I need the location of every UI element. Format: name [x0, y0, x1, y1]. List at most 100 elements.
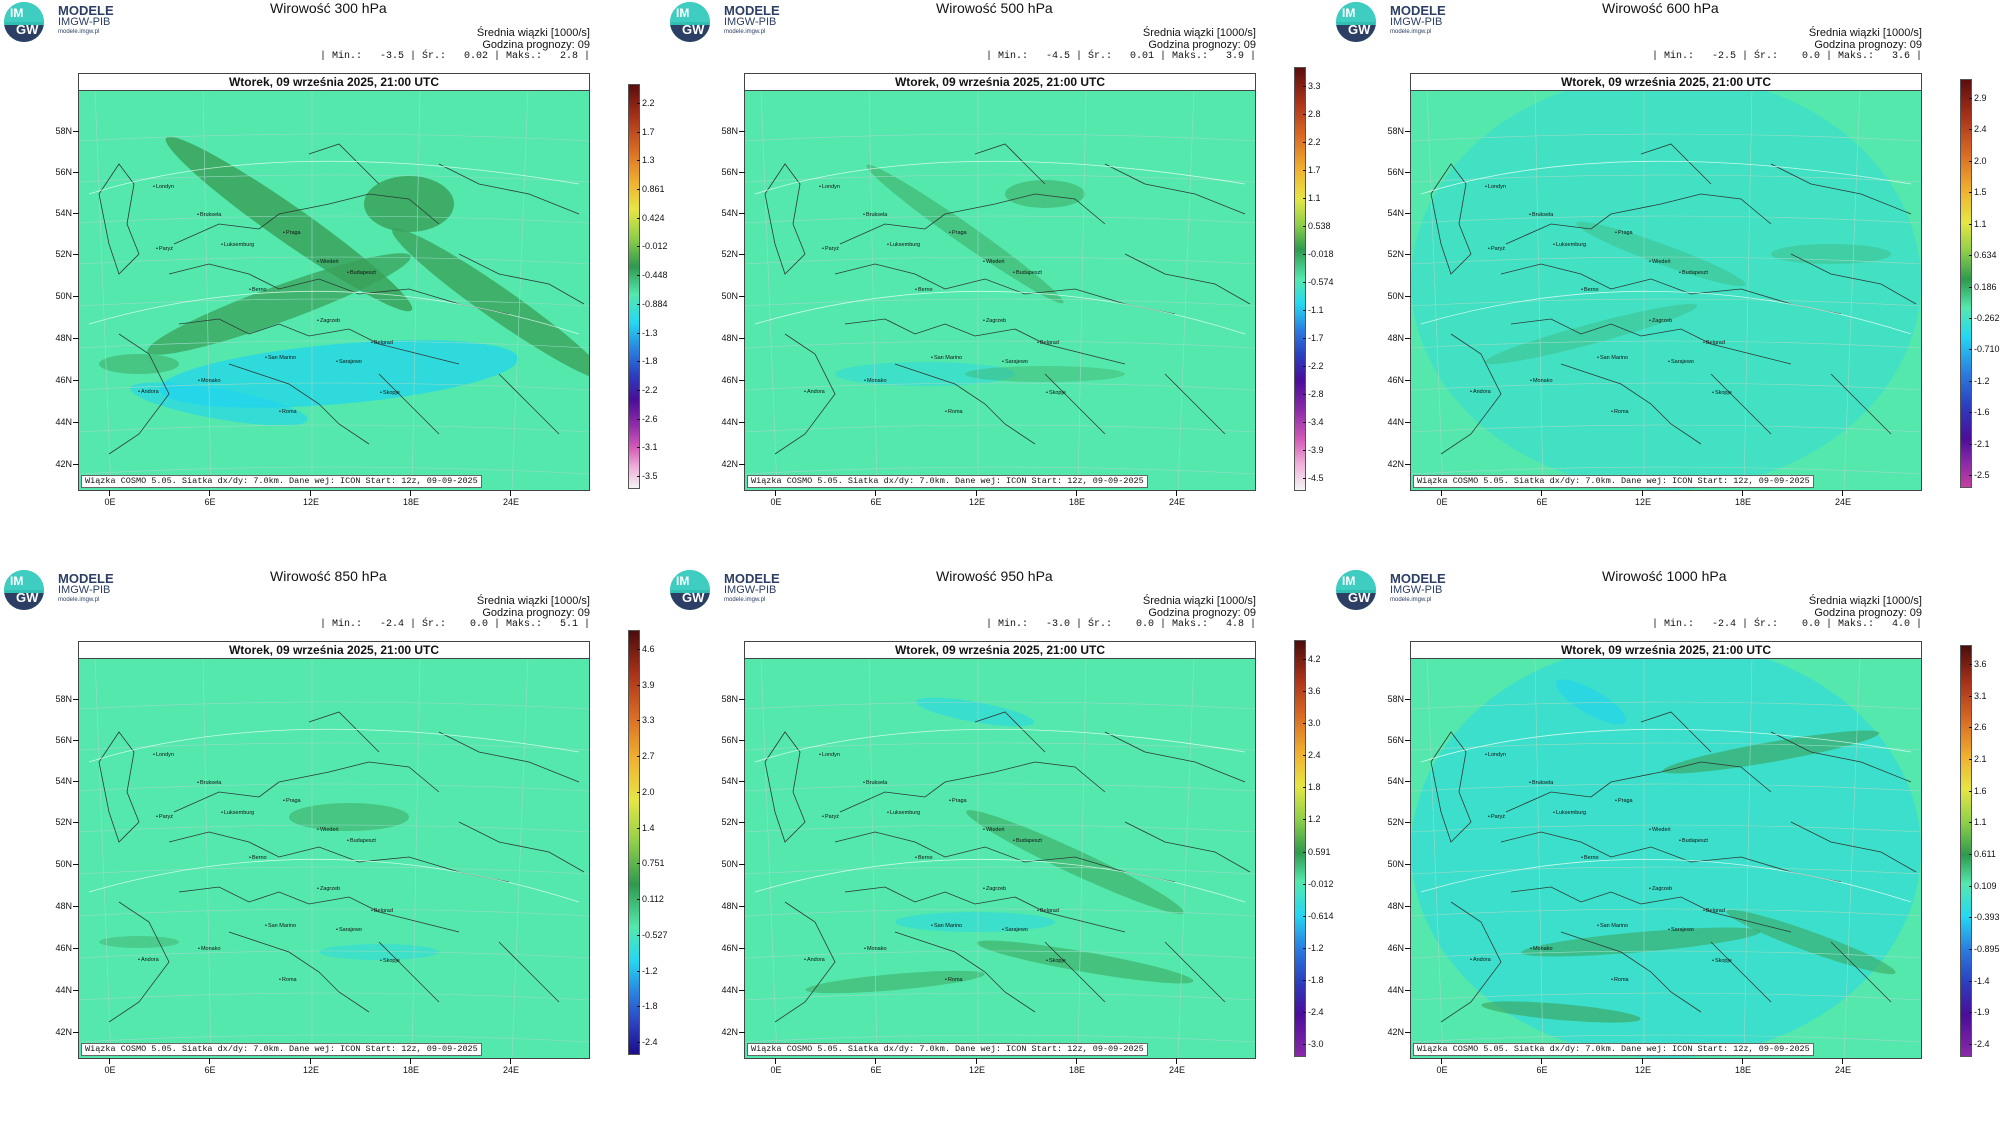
latitude-line — [745, 466, 1255, 475]
latitude-line — [1411, 424, 1921, 433]
colorbar-tick-label: -2.6 — [637, 413, 658, 424]
longitude-tick-label: 0E — [95, 1058, 125, 1075]
longitude-tick-label: 12E — [296, 1058, 326, 1075]
longitude-line — [868, 89, 878, 490]
logo-subtext: IMGW-PIB — [724, 16, 777, 28]
city-label: Berno — [1581, 855, 1599, 861]
vorticity-map: Wtorek, 09 września 2025, 21:00 UTC Londy… — [78, 73, 590, 491]
logo-gw: GW — [1348, 22, 1371, 37]
logo-subtext: IMGW-PIB — [1390, 16, 1443, 28]
imgw-logo-icon: IM GW — [1336, 570, 1376, 610]
longitude-line — [1743, 89, 1753, 490]
country-border — [764, 731, 806, 843]
logo-url: modele.imgw.pl — [1390, 29, 1432, 35]
logo-gw: GW — [682, 590, 705, 605]
colorbar-tick-label: 0.538 — [1303, 221, 1331, 231]
logo-im: IM — [1342, 6, 1356, 20]
mean-label: Średnia wiązki [1000/s] — [1808, 27, 1922, 39]
country-border — [1104, 163, 1246, 215]
colorbar-tick-label: 3.3 — [1303, 81, 1321, 91]
city-label: Londyn — [819, 752, 840, 758]
city-label: Bruksela — [1529, 212, 1553, 218]
country-border — [378, 941, 440, 1003]
model-info-footer: Wiązka COSMO 5.05. Siatka dx/dy: 7.0km. … — [81, 475, 482, 488]
geopotential-isoline — [88, 728, 580, 763]
country-border — [108, 333, 170, 455]
colorbar — [1294, 67, 1306, 491]
city-label: Londyn — [1485, 752, 1506, 758]
latitude-tick-label: 46N — [28, 943, 79, 953]
positive-vorticity-area — [147, 253, 411, 355]
country-border — [498, 941, 560, 1003]
colorbar-tick-label: 2.2 — [1303, 137, 1321, 147]
city-label: Budapeszt — [347, 838, 376, 844]
negative-vorticity-area — [130, 382, 308, 426]
logo-url: modele.imgw.pl — [724, 597, 766, 603]
colorbar-tick-label: -1.1 — [1303, 305, 1324, 315]
longitude-line — [1534, 657, 1544, 1058]
city-label: San Marino — [1597, 923, 1628, 929]
min-max-stats: | Min.: -3.0 | Śr.: 0.0 | Maks.: 4.8 | — [985, 619, 1256, 630]
colorbar-tick-label: 2.1 — [1969, 754, 1987, 764]
latitude-tick-label: 52N — [1360, 817, 1411, 827]
latitude-tick-label: 58N — [1360, 694, 1411, 704]
logo-text: MODELE — [58, 3, 114, 18]
latitude-tick-label: 52N — [28, 817, 79, 827]
logo-text: MODELE — [1390, 3, 1446, 18]
country-border — [1640, 143, 1712, 185]
city-label: Paryż — [822, 814, 839, 820]
country-border — [173, 761, 440, 813]
country-border — [458, 821, 585, 873]
longitude-tick-label: 24E — [1162, 490, 1192, 507]
city-label: Monako — [864, 946, 887, 952]
longitude-line — [411, 89, 421, 490]
valid-date: Wtorek, 09 września 2025, 21:00 UTC — [79, 74, 589, 91]
colorbar-tick-label: 0.751 — [637, 858, 665, 869]
longitude-tick-label: 6E — [195, 1058, 225, 1075]
colorbar-tick-label: 4.6 — [637, 644, 655, 654]
colorbar-tick-label: 4.2 — [1303, 654, 1321, 664]
latitude-tick-label: 50N — [1360, 859, 1411, 869]
country-border — [1440, 333, 1502, 455]
colorbar-tick-label: -2.1 — [1969, 438, 1990, 449]
geopotential-isoline — [1420, 290, 1912, 335]
latitude-line — [745, 992, 1255, 1001]
country-border — [1770, 163, 1912, 215]
country-border — [1560, 363, 1702, 445]
logo-subtext: IMGW-PIB — [58, 584, 111, 596]
colorbar-tick-label: -2.4 — [1969, 1039, 1990, 1049]
longitude-line — [411, 657, 421, 1058]
colorbar-tick-label: 2.9 — [1969, 93, 1987, 103]
latitude-tick-label: 54N — [28, 776, 79, 786]
latitude-tick-label: 54N — [1360, 208, 1411, 218]
latitude-tick-label: 58N — [694, 694, 745, 704]
panel-title: Wirowość 1000 hPa — [1602, 568, 1727, 584]
imgw-logo: IM GW MODELE IMGW-PIB modele.imgw.pl — [668, 568, 818, 612]
longitude-line — [202, 657, 212, 1058]
longitude-tick-label: 24E — [1828, 1058, 1858, 1075]
colorbar — [1960, 645, 1972, 1057]
longitude-line — [1843, 89, 1861, 490]
logo-text: MODELE — [724, 571, 780, 586]
colorbar-tick-label: -1.6 — [1969, 407, 1990, 418]
latitude-line — [1411, 783, 1921, 792]
latitude-line — [745, 908, 1255, 917]
imgw-logo-icon: IM GW — [1336, 2, 1376, 42]
map-panel: IM GW MODELE IMGW-PIB modele.imgw.pl Wirowość… — [666, 568, 1334, 1136]
longitude-line — [1534, 89, 1544, 490]
country-border — [98, 731, 140, 843]
country-border — [1790, 821, 1917, 873]
city-label: Budapeszt — [347, 270, 376, 276]
country-border — [308, 143, 380, 185]
latitude-line — [79, 466, 589, 475]
latitude-line — [1411, 701, 1921, 710]
latitude-line — [79, 824, 589, 833]
country-border — [173, 193, 440, 245]
latitude-line — [79, 133, 589, 142]
city-label: Paryż — [1488, 814, 1505, 820]
panel-title: Wirowość 850 hPa — [270, 568, 387, 584]
city-label: Wiedeń — [983, 827, 1005, 833]
colorbar-tick-label: -2.5 — [1969, 470, 1990, 480]
city-label: Skopje — [1712, 958, 1732, 964]
imgw-logo: IM GW MODELE IMGW-PIB modele.imgw.pl — [2, 0, 152, 44]
